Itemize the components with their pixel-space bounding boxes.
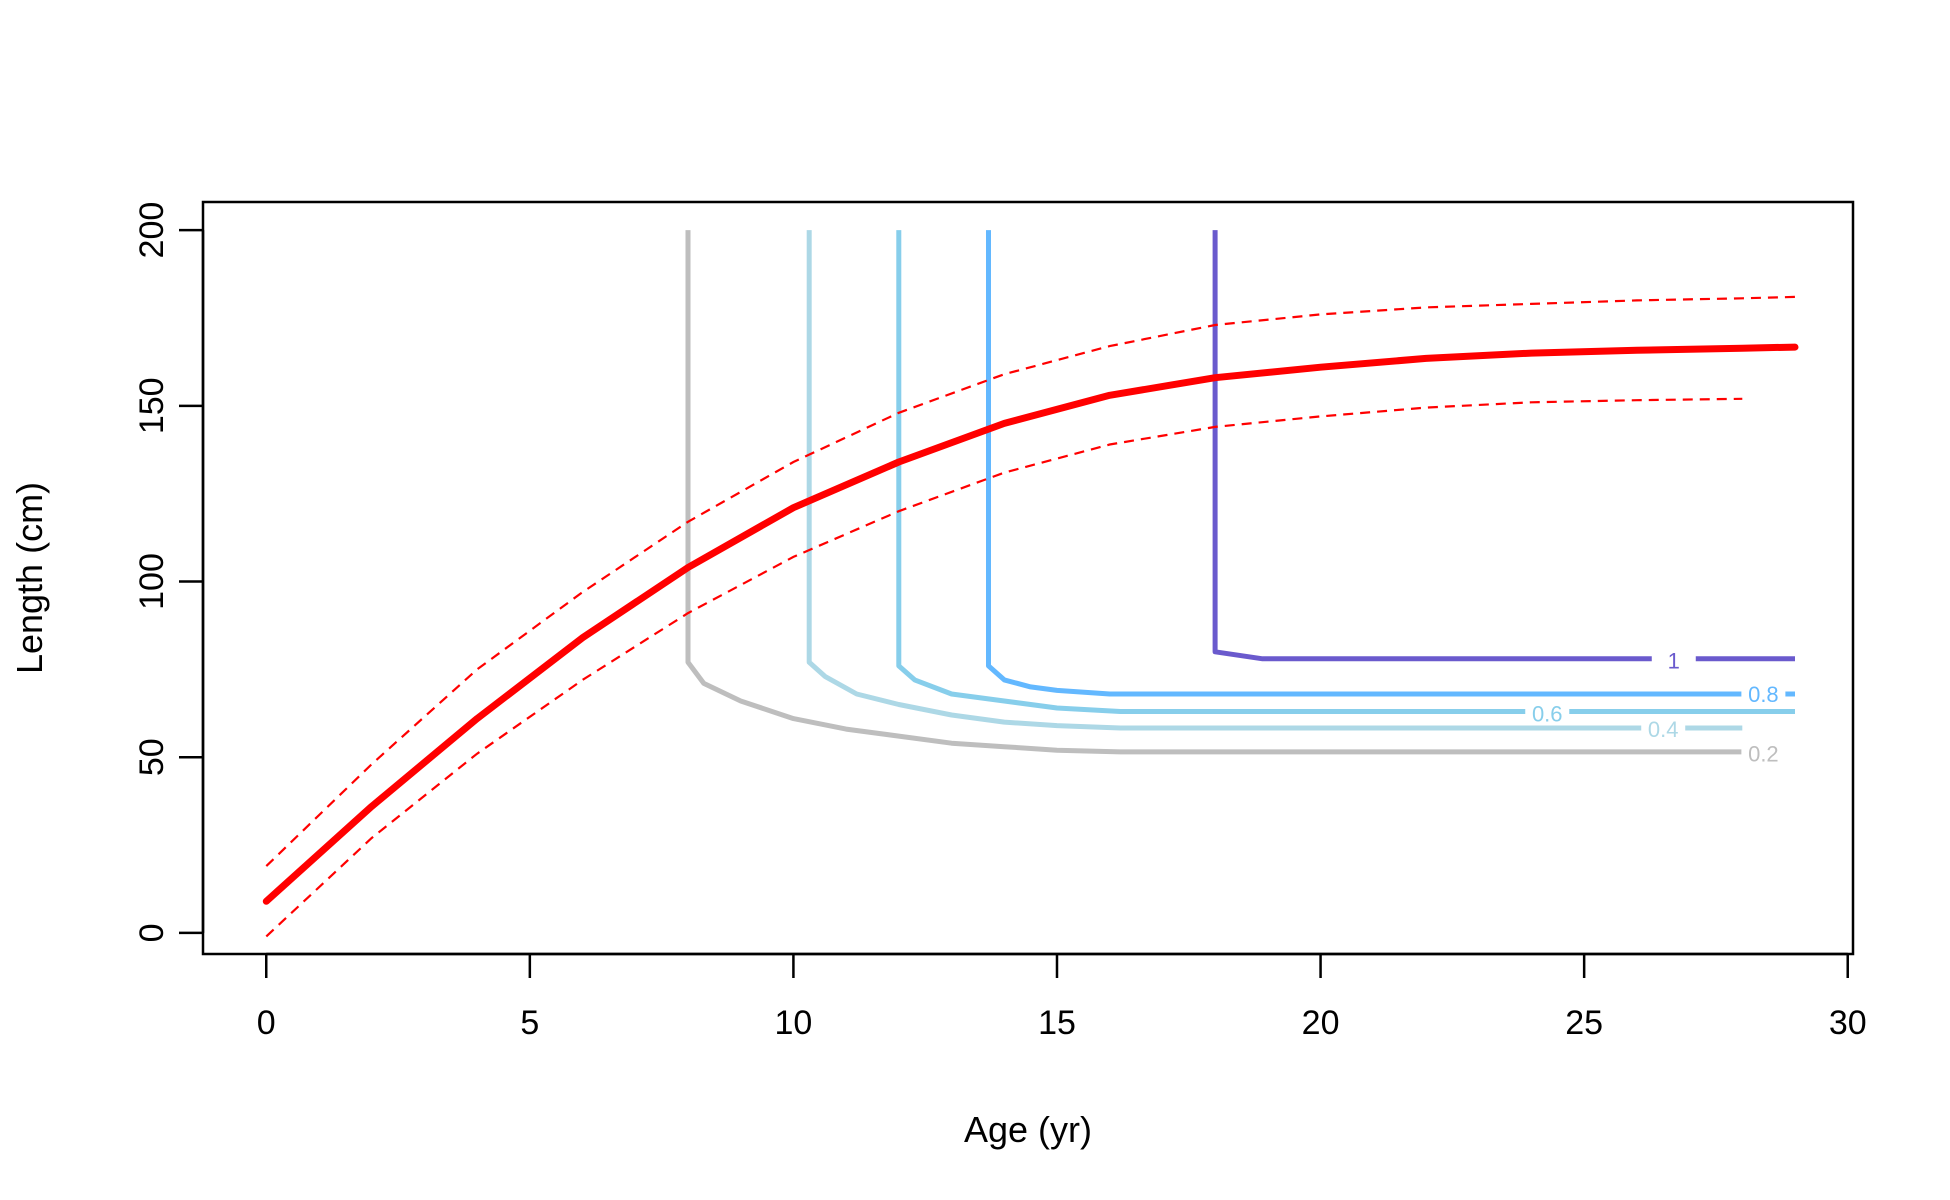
contour-line-0-6 — [896, 230, 1795, 714]
contour-label-gap — [1741, 741, 1786, 766]
x-axis-title: Age (yr) — [964, 1109, 1092, 1150]
y-tick-label: 100 — [133, 553, 171, 610]
y-tick-label: 0 — [133, 923, 171, 942]
growth-curve-line — [262, 343, 1799, 905]
contour-lines — [685, 230, 1795, 755]
x-tick-label: 30 — [1829, 1004, 1867, 1042]
contour-labels: 0.2 0.4 0.6 0.8 1 — [1525, 648, 1786, 767]
contour-label-1: 1 — [1668, 649, 1680, 674]
contour-line-0-4 — [806, 230, 1743, 731]
x-tick-label: 25 — [1565, 1004, 1603, 1042]
contour-label-0-8: 0.8 — [1748, 682, 1779, 707]
contour-label-gap — [1651, 648, 1696, 673]
y-tick-label: 150 — [133, 377, 171, 434]
y-axis: 0 50 100 150 200 — [133, 202, 205, 942]
plot-frame — [201, 200, 1855, 956]
x-tick-label: 5 — [520, 1004, 539, 1042]
contour-label-0-4: 0.4 — [1648, 717, 1679, 742]
growth-lines — [262, 295, 1799, 938]
contour-line-0-8 — [986, 230, 1795, 697]
y-tick-label: 50 — [133, 738, 171, 776]
x-tick-label: 15 — [1038, 1004, 1076, 1042]
lower-bound-line — [265, 397, 1743, 938]
contour-line-0-2 — [685, 230, 1743, 755]
contour-label-0-6: 0.6 — [1532, 701, 1563, 726]
x-axis: 0 5 10 15 20 25 30 — [257, 952, 1867, 1042]
contour-label-gap — [1641, 717, 1686, 742]
x-tick-label: 10 — [775, 1004, 813, 1042]
x-tick-label: 20 — [1302, 1004, 1340, 1042]
contour-label-gap — [1741, 681, 1786, 706]
y-tick-label: 200 — [133, 202, 171, 259]
contour-label-0-2: 0.2 — [1748, 742, 1779, 767]
upper-bound-line — [265, 295, 1796, 867]
contour-label-gap — [1525, 701, 1570, 726]
y-axis-title: Length (cm) — [9, 482, 50, 674]
contour-line-1 — [1212, 230, 1795, 662]
x-tick-label: 0 — [257, 1004, 276, 1042]
